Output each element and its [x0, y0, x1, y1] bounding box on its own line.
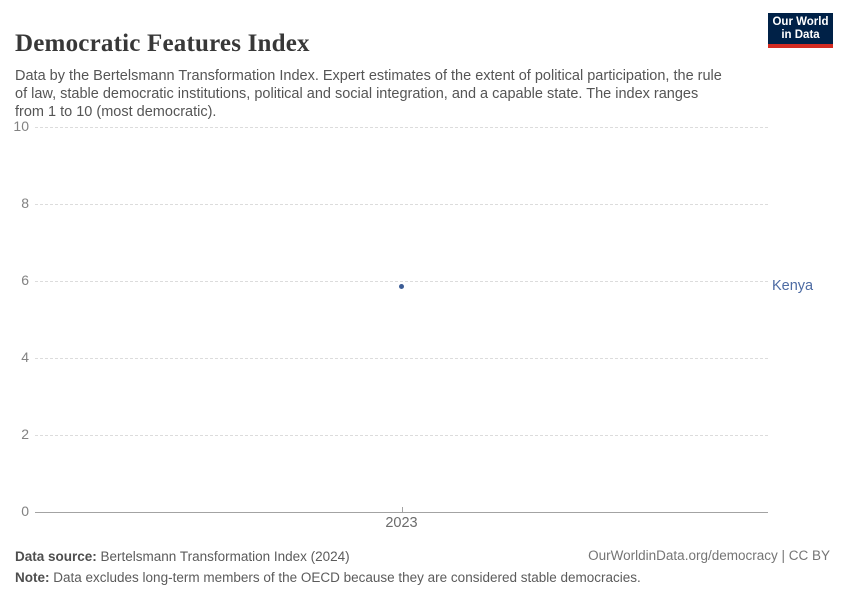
note-label: Note:	[15, 570, 50, 585]
data-point-kenya[interactable]	[399, 284, 404, 290]
gridline-y-4	[35, 358, 768, 359]
entity-label-kenya[interactable]: Kenya	[772, 277, 814, 294]
x-axis-line	[35, 512, 768, 513]
footer: Data source: Bertelsmann Transformation …	[15, 546, 641, 588]
data-source-line: Data source: Bertelsmann Transformation …	[15, 546, 641, 567]
chart-subtitle: Data by the Bertelsmann Transformation I…	[15, 67, 722, 120]
gridline-y-10	[35, 127, 768, 128]
note-line: Note: Data excludes long-term members of…	[15, 567, 641, 588]
footer-link[interactable]: OurWorldinData.org/democracy | CC BY	[588, 548, 830, 563]
y-tick-label-6: 6	[21, 272, 29, 288]
y-tick-label-10: 10	[13, 118, 29, 134]
y-tick-label-8: 8	[21, 195, 29, 211]
x-tick-mark	[401, 507, 403, 512]
note-value: Data excludes long-term members of the O…	[49, 570, 641, 585]
x-tick-label-2023: 2023	[385, 515, 418, 531]
logo-text-line1: Our World	[772, 15, 829, 28]
page-title: Democratic Features Index	[15, 29, 310, 57]
data-source-value: Bertelsmann Transformation Index (2024)	[96, 549, 350, 564]
logo-text-line2: in Data	[781, 28, 820, 41]
gridline-y-6	[35, 281, 768, 282]
y-tick-label-4: 4	[21, 349, 29, 365]
y-tick-label-2: 2	[21, 426, 29, 442]
gridline-y-8	[35, 204, 768, 205]
y-tick-label-0: 0	[21, 503, 29, 519]
owid-logo[interactable]: Our World in Data	[768, 13, 833, 48]
data-source-label: Data source:	[15, 549, 97, 564]
gridline-y-2	[35, 435, 768, 436]
